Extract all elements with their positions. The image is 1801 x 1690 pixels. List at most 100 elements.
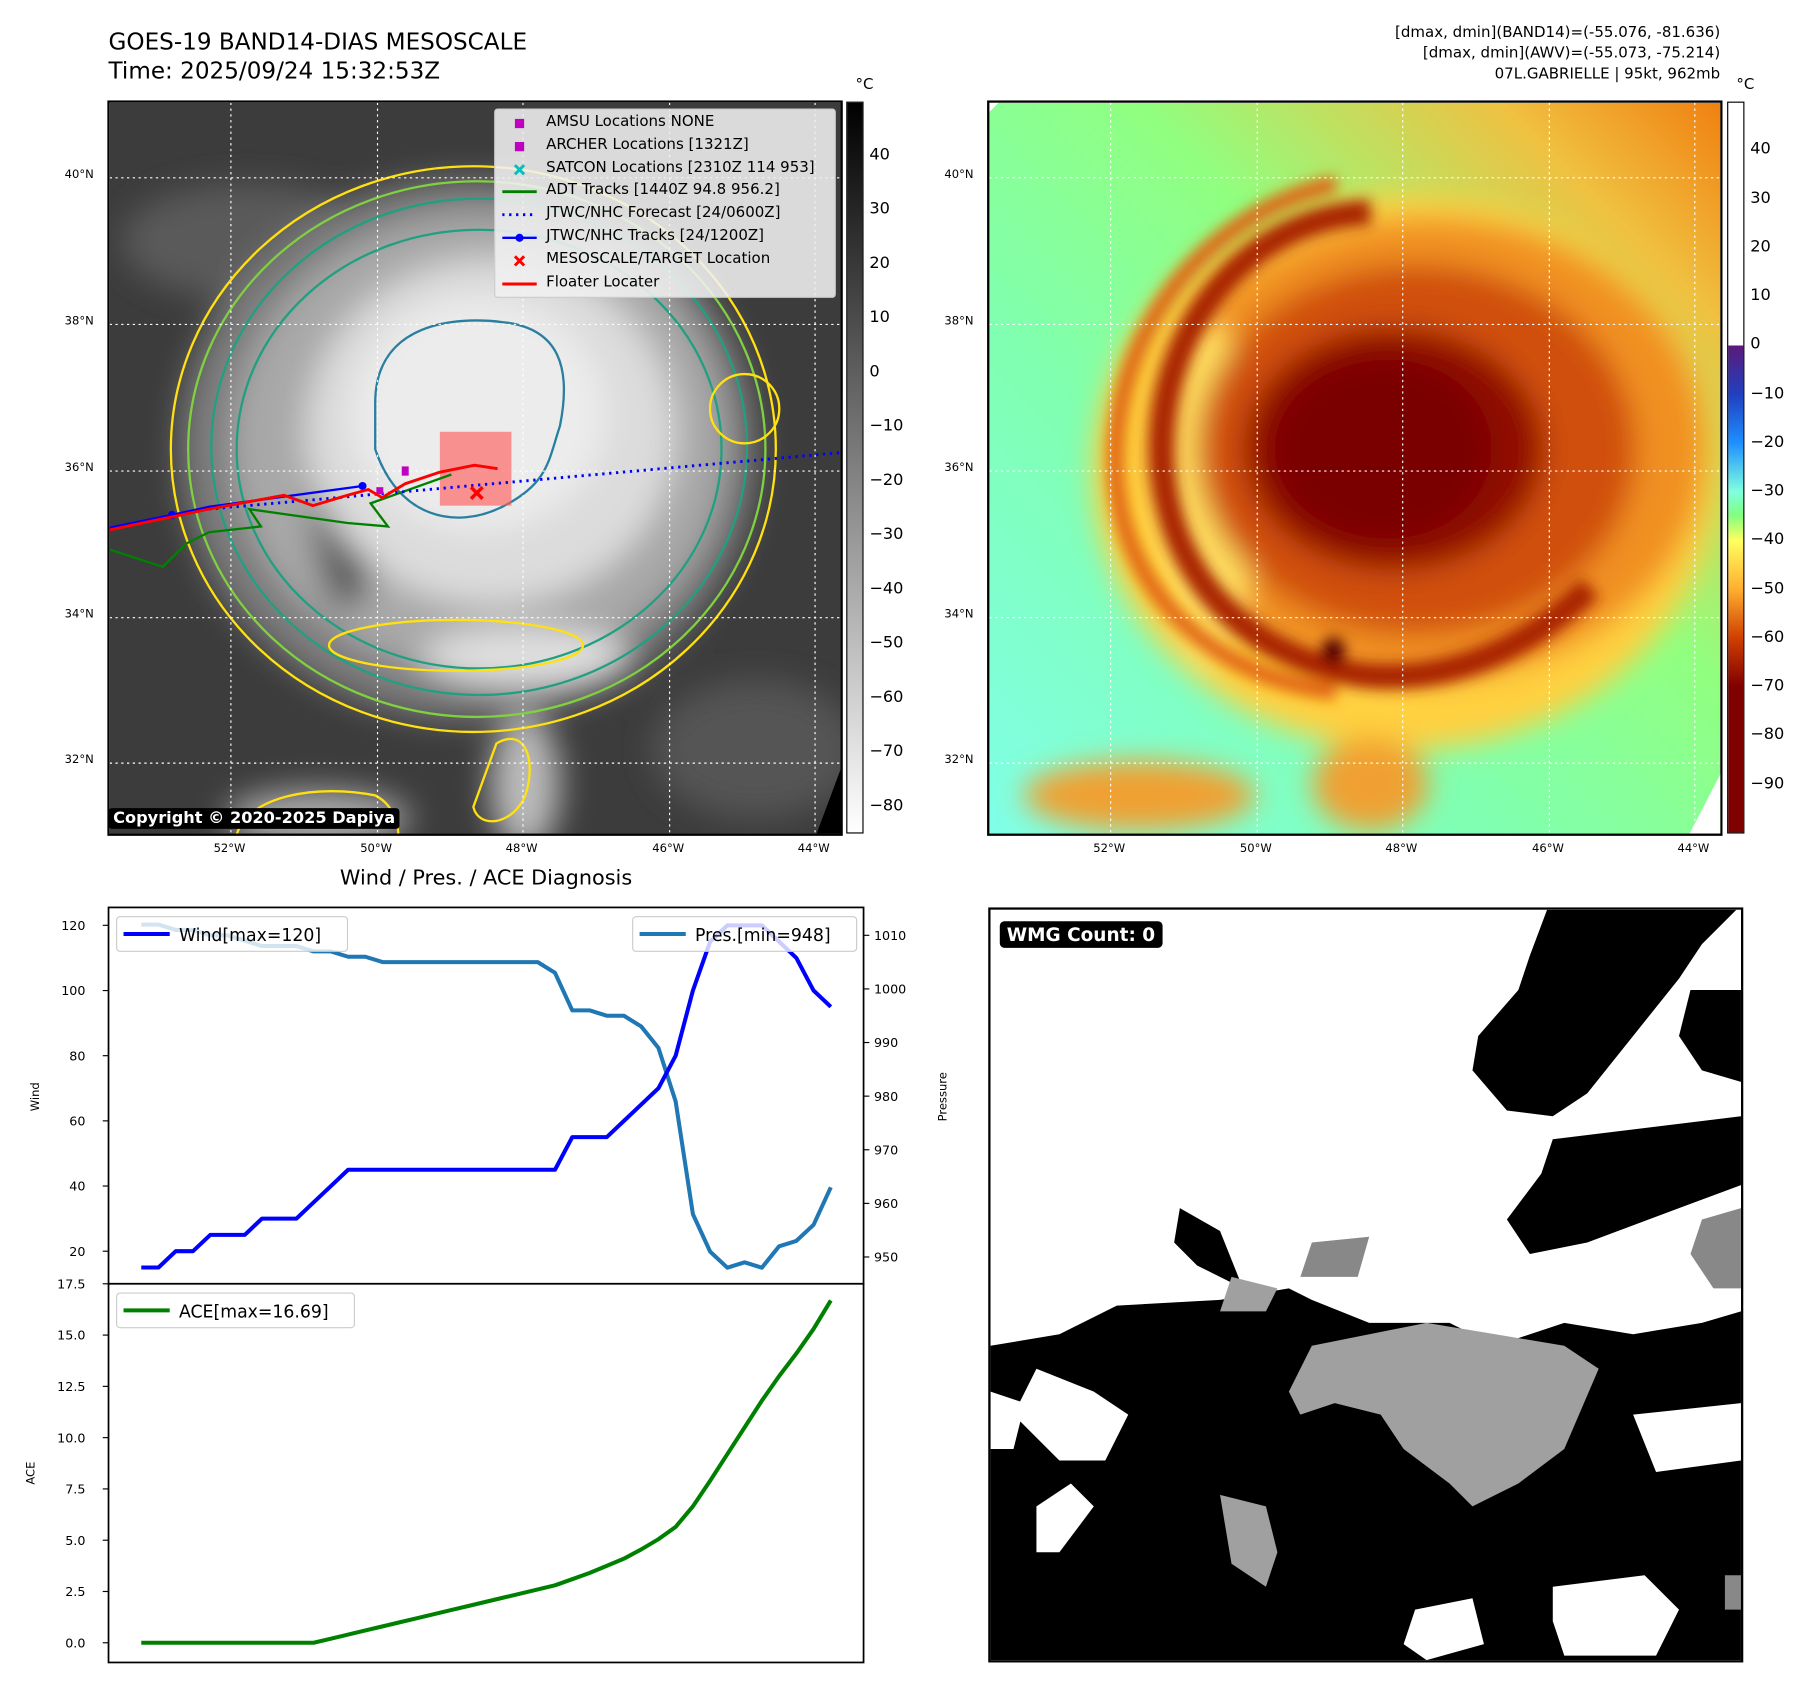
- pressure-tick-label: 1010: [874, 928, 906, 943]
- wmg-mask: [988, 907, 1744, 1663]
- colorbar-tick-label: 30: [1750, 188, 1771, 208]
- ace-tick-label: 2.5: [65, 1584, 85, 1599]
- map-legend: AMSU Locations NONE ARCHER Locations [132…: [494, 108, 836, 298]
- pressure-tick-label: 990: [874, 1035, 898, 1050]
- wmg-count: WMG Count: 0: [999, 921, 1163, 948]
- lat-tick-label: 32°N: [64, 753, 94, 767]
- lat-tick-label: 34°N: [64, 608, 94, 622]
- pressure-legend-box: [632, 916, 858, 952]
- legend-item: JTWC/NHC Forecast [24/0600Z]: [495, 203, 834, 226]
- lon-tick-label: 44°W: [797, 842, 830, 856]
- awv-colorbar-unit: °C: [1736, 76, 1755, 94]
- awv-colorbar: [1727, 101, 1745, 834]
- figure-time: Time: 2025/09/24 15:32:53Z: [108, 56, 441, 85]
- ace-tick-label: 15.0: [57, 1328, 85, 1343]
- pressure-tick-label: 950: [874, 1250, 898, 1265]
- legend-label: Floater Locater: [546, 273, 660, 291]
- pressure-axis-label: Pressure: [936, 1072, 950, 1121]
- ace-tick-label: 17.5: [57, 1276, 85, 1291]
- colorbar-tick-label: −20: [869, 470, 904, 490]
- colorbar-tick-label: −90: [1750, 774, 1785, 793]
- legend-marker-icon: [502, 115, 537, 131]
- colorbar-tick-label: −30: [1750, 481, 1785, 501]
- legend-marker-icon: [502, 253, 537, 269]
- legend-marker-icon: [502, 184, 537, 200]
- colorbar-tick-label: −80: [1750, 725, 1785, 745]
- legend-item: JTWC/NHC Tracks [24/1200Z]: [495, 226, 834, 249]
- colorbar-tick-label: 10: [1750, 286, 1771, 305]
- legend-item: MESOSCALE/TARGET Location: [495, 249, 834, 272]
- colorbar-tick-label: −10: [869, 416, 904, 435]
- colorbar-tick-label: −70: [1750, 676, 1785, 696]
- legend-label: SATCON Locations [2310Z 114 953]: [546, 158, 815, 177]
- pressure-legend-label: Pres.[min=948]: [695, 926, 831, 946]
- lat-tick-label: 36°N: [64, 461, 94, 475]
- colorbar-tick-label: −60: [869, 687, 904, 707]
- ir-colorbar-unit: °C: [855, 76, 874, 94]
- ace-tick-label: 12.5: [57, 1379, 85, 1394]
- lat-tick-label: 36°N: [944, 461, 974, 475]
- pressure-tick-label: 970: [874, 1142, 898, 1157]
- ace-tick-label: 0.0: [65, 1635, 85, 1650]
- colorbar-tick-label: 20: [1750, 237, 1771, 257]
- band14-range: [dmax, dmin](BAND14)=(-55.076, -81.636): [1395, 24, 1721, 42]
- copyright: Copyright © 2020-2025 Dapiya: [108, 808, 400, 829]
- lat-tick-label: 34°N: [944, 608, 974, 622]
- lat-tick-label: 40°N: [64, 168, 94, 182]
- figure-title: GOES-19 BAND14-DIAS MESOSCALE: [108, 27, 528, 56]
- colorbar-tick-label: 0: [1750, 335, 1761, 354]
- legend-item: ARCHER Locations [1321Z]: [495, 135, 834, 158]
- lon-tick-label: 48°W: [505, 842, 538, 856]
- legend-marker-icon: [502, 138, 537, 154]
- legend-label: ARCHER Locations [1321Z]: [546, 135, 749, 154]
- colorbar-tick-label: −20: [1750, 432, 1785, 452]
- ir-map-image: [109, 102, 841, 834]
- legend-item: SATCON Locations [2310Z 114 953]: [495, 158, 834, 181]
- lon-tick-label: 46°W: [1532, 842, 1564, 856]
- colorbar-tick-label: 40: [869, 145, 890, 164]
- colorbar-tick-label: −10: [1750, 383, 1785, 403]
- legend-marker-icon: [502, 207, 537, 223]
- colorbar-tick-label: 20: [869, 253, 890, 273]
- lon-tick-label: 50°W: [360, 842, 393, 856]
- ace-axis-label: ACE: [24, 1462, 38, 1485]
- lon-tick-label: 52°W: [213, 842, 246, 856]
- legend-marker-icon: [502, 230, 537, 246]
- wind-legend-label: Wind[max=120]: [179, 926, 321, 946]
- wind-tick-label: 40: [69, 1179, 85, 1194]
- ace-tick-label: 5.0: [65, 1533, 85, 1548]
- pressure-tick-label: 980: [874, 1089, 898, 1104]
- legend-marker-icon: [502, 161, 537, 177]
- legend-label: MESOSCALE/TARGET Location: [546, 250, 771, 268]
- colorbar-tick-label: −50: [869, 633, 904, 652]
- diagnosis-chart: 20 40 60 80 100 120 950 960 970 980 990 1000 1010 0.0…: [24, 906, 950, 1664]
- colorbar-tick-label: −40: [1750, 530, 1785, 549]
- lon-tick-label: 50°W: [1239, 842, 1272, 856]
- lon-tick-label: 52°W: [1093, 842, 1126, 856]
- wind-legend-box: [116, 916, 349, 952]
- lat-tick-label: 32°N: [944, 753, 974, 767]
- legend-marker-icon: [502, 275, 537, 291]
- legend-label: JTWC/NHC Tracks [24/1200Z]: [546, 227, 765, 245]
- wind-tick-label: 60: [69, 1113, 85, 1128]
- pressure-tick-label: 960: [874, 1196, 898, 1211]
- wind-axis-label: Wind: [28, 1082, 42, 1111]
- lat-tick-label: 38°N: [944, 315, 974, 328]
- ir-map: [107, 100, 843, 836]
- lon-tick-label: 46°W: [652, 842, 685, 856]
- floater-track: [109, 463, 498, 532]
- colorbar-tick-label: 30: [869, 199, 890, 219]
- wind-tick-label: 20: [69, 1244, 85, 1259]
- legend-label: JTWC/NHC Forecast [24/0600Z]: [546, 204, 781, 222]
- lat-tick-label: 38°N: [64, 315, 94, 328]
- wind-tick-label: 120: [61, 918, 85, 933]
- adt-track: [109, 473, 452, 569]
- legend-label: ADT Tracks [1440Z 94.8 956.2]: [546, 181, 780, 200]
- awv-range: [dmax, dmin](AWV)=(-55.073, -75.214): [1422, 45, 1721, 63]
- forecast-track: [208, 451, 841, 511]
- legend-label: AMSU Locations NONE: [546, 113, 715, 131]
- ace-legend-box: [116, 1292, 356, 1329]
- colorbar-tick-label: −60: [1750, 627, 1785, 647]
- diagnosis-title: Wind / Pres. / ACE Diagnosis: [339, 865, 633, 891]
